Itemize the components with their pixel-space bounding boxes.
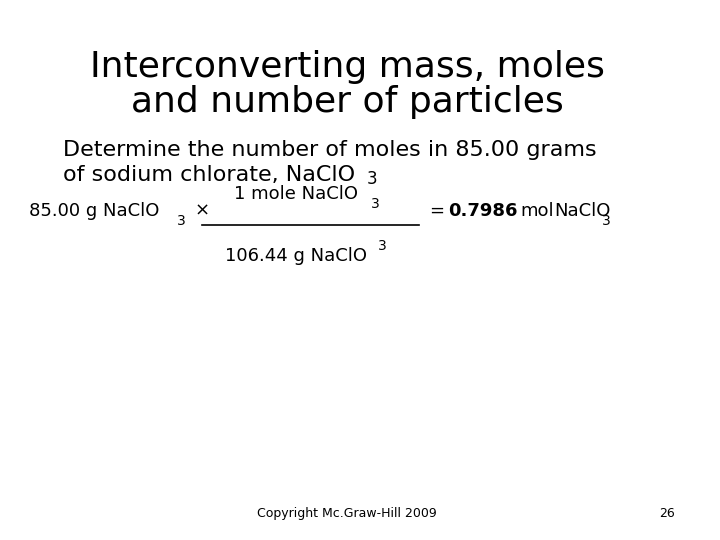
Text: 3: 3 (378, 239, 387, 253)
Text: 1 mole NaClO: 1 mole NaClO (235, 185, 359, 203)
Text: 3: 3 (177, 214, 186, 228)
Text: Interconverting mass, moles: Interconverting mass, moles (89, 50, 604, 84)
Text: =: = (429, 202, 444, 220)
Text: Determine the number of moles in 85.00 grams: Determine the number of moles in 85.00 g… (63, 140, 596, 160)
Text: 3: 3 (371, 197, 379, 211)
Text: NaClO: NaClO (554, 202, 611, 220)
Text: of sodium chlorate, NaClO: of sodium chlorate, NaClO (63, 165, 355, 185)
Text: 3: 3 (603, 214, 611, 228)
Text: 85.00 g NaClO: 85.00 g NaClO (29, 202, 159, 220)
Text: 0.7986: 0.7986 (449, 202, 518, 220)
Text: and number of particles: and number of particles (130, 85, 563, 119)
Text: 26: 26 (659, 507, 675, 520)
Text: 3: 3 (366, 170, 377, 188)
Text: mol: mol (521, 202, 554, 220)
Text: 106.44 g NaClO: 106.44 g NaClO (225, 247, 367, 265)
Text: ×: × (194, 202, 210, 220)
Text: Copyright Mc.Graw-Hill 2009: Copyright Mc.Graw-Hill 2009 (257, 507, 437, 520)
